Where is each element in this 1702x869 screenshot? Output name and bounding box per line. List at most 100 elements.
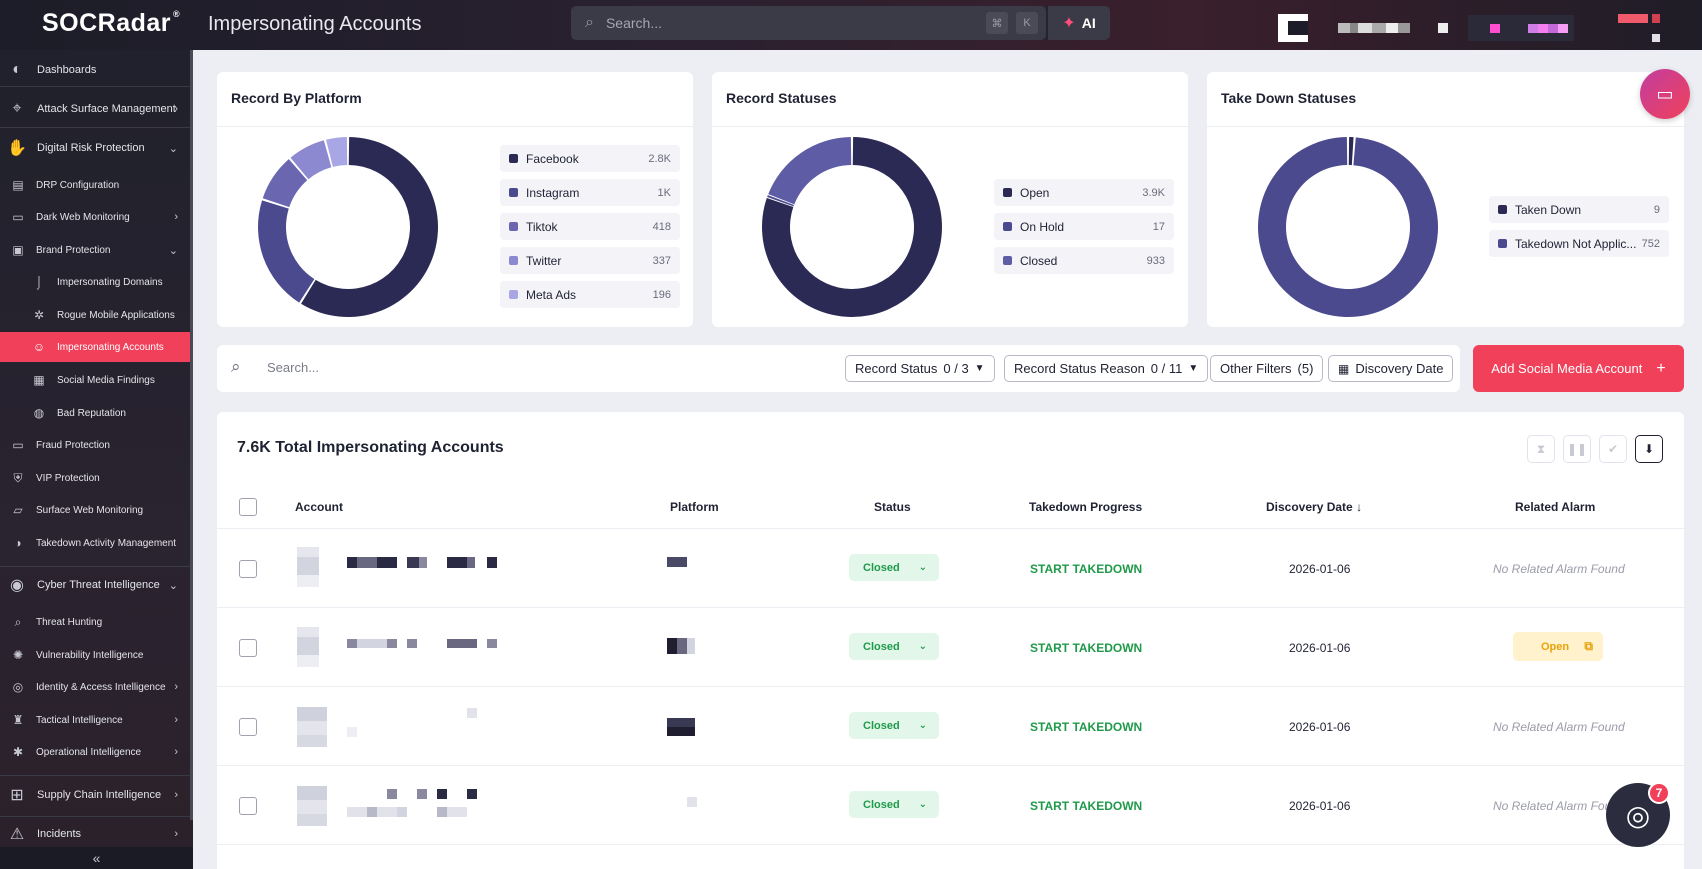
sidebar-item-tactical[interactable]: ♜ Tactical Intelligence › bbox=[0, 705, 190, 735]
legend-item[interactable]: Instagram 1K bbox=[500, 179, 680, 206]
donut-slice[interactable] bbox=[290, 140, 332, 180]
select-all-checkbox[interactable] bbox=[239, 498, 257, 516]
sidebar-item-operational[interactable]: ✱ Operational Intelligence › bbox=[0, 737, 190, 767]
legend-label: Twitter bbox=[526, 253, 562, 268]
sidebar-item-incidents[interactable]: ⚠ Incidents › bbox=[0, 819, 190, 849]
header-takedown-progress[interactable]: Takedown Progress bbox=[1029, 500, 1143, 514]
legend-value: 418 bbox=[652, 220, 671, 233]
header-discovery-date[interactable]: Discovery Date ↓ bbox=[1266, 500, 1363, 514]
sidebar-item-asm[interactable]: ⌖ Attack Surface Management › bbox=[0, 94, 190, 124]
floating-card-button[interactable]: ▭ bbox=[1640, 69, 1690, 119]
sidebar-item-drp-config[interactable]: ▤ DRP Configuration bbox=[0, 170, 190, 200]
status-dropdown[interactable]: Closed ⌄ bbox=[849, 554, 939, 581]
donut-slice[interactable] bbox=[1258, 137, 1439, 317]
header-related-alarm[interactable]: Related Alarm bbox=[1515, 500, 1596, 514]
legend-item[interactable]: Taken Down 9 bbox=[1489, 196, 1669, 223]
row-checkbox[interactable] bbox=[239, 718, 257, 736]
sidebar-scrollbar[interactable] bbox=[190, 50, 193, 820]
sidebar-item-impersonating-domains[interactable]: ⌡ Impersonating Domains bbox=[0, 267, 190, 297]
sidebar-item-supply-chain[interactable]: ⊞ Supply Chain Intelligence › bbox=[0, 780, 190, 810]
target-icon: ⌖ bbox=[12, 100, 22, 117]
header-platform[interactable]: Platform bbox=[670, 500, 719, 514]
legend-item[interactable]: Tiktok 418 bbox=[500, 213, 680, 240]
sidebar-item-surface-web[interactable]: ▱ Surface Web Monitoring bbox=[0, 495, 190, 525]
status-dropdown[interactable]: Closed ⌄ bbox=[849, 633, 939, 660]
legend-item[interactable]: Twitter 337 bbox=[500, 247, 680, 274]
start-takedown-link[interactable]: START TAKEDOWN bbox=[1030, 720, 1143, 734]
sidebar-item-impersonating-accounts[interactable]: ☺ Impersonating Accounts bbox=[0, 332, 190, 362]
k-key-hint: K bbox=[1016, 12, 1038, 34]
legend-item[interactable]: Takedown Not Applic... 752 bbox=[1489, 230, 1669, 257]
user-icon: ☺ bbox=[32, 340, 46, 354]
sidebar-item-vip[interactable]: ⛨ VIP Protection bbox=[0, 463, 190, 493]
chevron-right-icon: › bbox=[174, 714, 178, 726]
sidebar-item-drp[interactable]: ✋ Digital Risk Protection ⌄ bbox=[7, 140, 178, 157]
sidebar-item-vuln-intel[interactable]: ✺ Vulnerability Intelligence bbox=[0, 640, 190, 670]
other-filters-button[interactable]: Other Filters (5) bbox=[1210, 355, 1324, 382]
donut-slice[interactable] bbox=[301, 137, 438, 318]
add-social-media-account-button[interactable]: Add Social Media Account + bbox=[1473, 345, 1684, 392]
sidebar-item-dashboards[interactable]: ◐ Dashboards bbox=[0, 55, 190, 85]
approve-button[interactable]: ✔ bbox=[1599, 435, 1627, 463]
takedown-donut-chart bbox=[1258, 137, 1439, 317]
sidebar-item-takedown-mgmt[interactable]: ◑ Takedown Activity Management bbox=[0, 528, 190, 558]
legend-item[interactable]: Meta Ads 196 bbox=[500, 281, 680, 308]
donut-slice[interactable] bbox=[767, 195, 795, 207]
status-dropdown[interactable]: Closed ⌄ bbox=[849, 791, 939, 818]
sidebar-item-bad-reputation[interactable]: ◍ Bad Reputation bbox=[0, 398, 190, 428]
donut-slice[interactable] bbox=[762, 137, 942, 317]
donut-slice[interactable] bbox=[1348, 137, 1354, 166]
bug-icon: ✲ bbox=[33, 308, 45, 322]
legend-item[interactable]: Open 3.9K bbox=[994, 179, 1174, 206]
sidebar-item-threat-hunting[interactable]: ⌕ Threat Hunting bbox=[0, 607, 190, 637]
row-checkbox[interactable] bbox=[239, 639, 257, 657]
status-dropdown[interactable]: Closed ⌄ bbox=[849, 712, 939, 739]
sidebar-item-iam-intel[interactable]: ◎ Identity & Access Intelligence › bbox=[0, 672, 190, 702]
header-status[interactable]: Status bbox=[874, 500, 911, 514]
chevron-right-icon: › bbox=[174, 211, 178, 223]
redacted-avatar bbox=[297, 786, 327, 826]
record-status-reason-filter[interactable]: Record Status Reason 0 / 11 ▼ bbox=[1004, 355, 1209, 382]
sidebar-item-rogue-apps[interactable]: ✲ Rogue Mobile Applications bbox=[0, 300, 190, 330]
start-takedown-link[interactable]: START TAKEDOWN bbox=[1030, 641, 1143, 655]
legend-item[interactable]: Closed 933 bbox=[994, 247, 1174, 274]
donut-slice[interactable] bbox=[262, 159, 308, 208]
redacted-user-area[interactable] bbox=[1278, 14, 1308, 42]
sidebar-item-brand-protection[interactable]: ▣ Brand Protection ⌄ bbox=[0, 235, 190, 265]
donut-slice[interactable] bbox=[258, 200, 315, 303]
start-takedown-link[interactable]: START TAKEDOWN bbox=[1030, 799, 1143, 813]
sidebar-item-fraud[interactable]: ▭ Fraud Protection bbox=[0, 430, 190, 460]
pause-button[interactable]: ❚❚ bbox=[1563, 435, 1591, 463]
network-icon: ✱ bbox=[12, 745, 24, 759]
sidebar-item-dark-web[interactable]: ▭ Dark Web Monitoring › bbox=[0, 202, 190, 232]
supply-chain-icon: ⊞ bbox=[10, 787, 24, 804]
row-checkbox[interactable] bbox=[239, 797, 257, 815]
global-search-input[interactable]: ⌕ Search... ⌘ K bbox=[571, 6, 1046, 40]
redacted-avatar bbox=[297, 707, 327, 747]
redacted-avatar[interactable] bbox=[1618, 14, 1660, 42]
related-alarm-badge[interactable]: Open ⧉ bbox=[1513, 632, 1603, 661]
download-button[interactable]: ⬇ bbox=[1635, 435, 1663, 463]
socradar-logo[interactable]: SOCRadar ® bbox=[42, 9, 181, 37]
legend-swatch bbox=[509, 290, 518, 299]
chevron-right-icon: › bbox=[174, 746, 178, 758]
pause-icon: ❚❚ bbox=[1566, 442, 1588, 456]
sidebar-item-cti[interactable]: ◉ Cyber Threat Intelligence ⌄ bbox=[0, 570, 190, 600]
ai-button[interactable]: ✦ AI bbox=[1046, 6, 1110, 40]
filter-search-input[interactable]: Search... bbox=[267, 360, 320, 375]
redacted-user-name[interactable] bbox=[1468, 15, 1574, 41]
donut-slice[interactable] bbox=[768, 137, 852, 205]
donut-slice[interactable] bbox=[326, 137, 348, 167]
row-checkbox[interactable] bbox=[239, 560, 257, 578]
hourglass-button[interactable]: ⧗ bbox=[1527, 435, 1555, 463]
legend-item[interactable]: On Hold 17 bbox=[994, 213, 1174, 240]
legend-item[interactable]: Facebook 2.8K bbox=[500, 145, 680, 172]
header-account[interactable]: Account bbox=[295, 500, 343, 514]
chevron-down-icon: ⌄ bbox=[918, 720, 927, 731]
sidebar-item-social-findings[interactable]: ▦ Social Media Findings bbox=[0, 365, 190, 395]
table-title: 7.6K Total Impersonating Accounts bbox=[237, 439, 504, 456]
discovery-date-filter[interactable]: ▦ Discovery Date bbox=[1328, 355, 1454, 382]
sidebar-collapse-button[interactable]: « bbox=[0, 847, 193, 869]
record-status-filter[interactable]: Record Status 0 / 3 ▼ bbox=[845, 355, 995, 382]
start-takedown-link[interactable]: START TAKEDOWN bbox=[1030, 562, 1143, 576]
